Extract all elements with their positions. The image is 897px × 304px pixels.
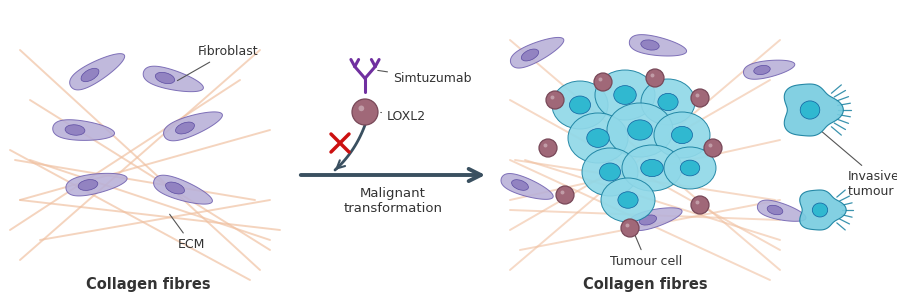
Ellipse shape <box>618 192 638 208</box>
Ellipse shape <box>658 93 678 111</box>
Polygon shape <box>144 66 204 92</box>
Polygon shape <box>70 54 125 90</box>
Text: ECM: ECM <box>170 214 205 251</box>
Polygon shape <box>53 120 115 140</box>
Circle shape <box>691 89 709 107</box>
Ellipse shape <box>641 79 695 125</box>
Ellipse shape <box>81 68 99 82</box>
Ellipse shape <box>511 180 528 190</box>
Ellipse shape <box>78 180 98 190</box>
Ellipse shape <box>813 203 828 217</box>
Circle shape <box>691 196 709 214</box>
Circle shape <box>646 69 664 87</box>
Ellipse shape <box>599 163 621 181</box>
Polygon shape <box>510 37 564 68</box>
Text: Tumour cell: Tumour cell <box>610 230 683 268</box>
Polygon shape <box>784 84 843 136</box>
Ellipse shape <box>552 81 608 129</box>
Circle shape <box>544 143 547 147</box>
Ellipse shape <box>568 113 628 163</box>
Ellipse shape <box>640 159 663 177</box>
Circle shape <box>625 223 630 227</box>
Ellipse shape <box>166 182 185 194</box>
Circle shape <box>598 78 603 81</box>
Ellipse shape <box>587 129 609 147</box>
Circle shape <box>359 105 364 111</box>
Ellipse shape <box>664 147 716 189</box>
Text: Malignant: Malignant <box>360 187 426 200</box>
Ellipse shape <box>654 112 710 158</box>
Polygon shape <box>757 200 806 221</box>
Ellipse shape <box>680 160 700 176</box>
Ellipse shape <box>640 215 657 225</box>
Ellipse shape <box>65 125 85 135</box>
Circle shape <box>352 99 378 125</box>
Circle shape <box>621 219 639 237</box>
Circle shape <box>709 143 712 147</box>
Ellipse shape <box>595 70 655 120</box>
Ellipse shape <box>521 49 539 61</box>
Ellipse shape <box>628 120 652 140</box>
Ellipse shape <box>767 205 783 215</box>
Text: Collagen fibres: Collagen fibres <box>86 277 210 292</box>
Circle shape <box>539 139 557 157</box>
Ellipse shape <box>640 40 659 50</box>
Circle shape <box>556 186 574 204</box>
Text: Fibroblast: Fibroblast <box>178 45 258 81</box>
Circle shape <box>561 191 564 195</box>
Polygon shape <box>800 190 846 230</box>
Ellipse shape <box>753 65 771 74</box>
Ellipse shape <box>176 122 195 134</box>
Polygon shape <box>744 60 795 79</box>
Polygon shape <box>630 35 686 56</box>
Circle shape <box>594 73 612 91</box>
Polygon shape <box>153 175 213 204</box>
Ellipse shape <box>607 103 673 157</box>
Ellipse shape <box>155 72 175 84</box>
Ellipse shape <box>800 101 820 119</box>
Circle shape <box>695 201 700 205</box>
Ellipse shape <box>622 145 682 191</box>
Polygon shape <box>629 208 682 231</box>
Text: Simtuzumab: Simtuzumab <box>378 71 472 85</box>
Text: Collagen fibres: Collagen fibres <box>583 277 708 292</box>
Circle shape <box>650 74 655 78</box>
Polygon shape <box>501 174 553 199</box>
Ellipse shape <box>570 96 590 114</box>
Text: LOXL2: LOXL2 <box>380 110 426 123</box>
Text: Invasive
tumour cell: Invasive tumour cell <box>823 132 897 198</box>
Circle shape <box>551 95 554 99</box>
Polygon shape <box>65 173 127 196</box>
Circle shape <box>695 94 700 98</box>
Ellipse shape <box>614 86 636 104</box>
Polygon shape <box>163 112 222 141</box>
Ellipse shape <box>601 178 655 222</box>
Text: transformation: transformation <box>344 202 442 215</box>
Ellipse shape <box>672 126 692 143</box>
Circle shape <box>546 91 564 109</box>
Ellipse shape <box>582 148 638 196</box>
Circle shape <box>704 139 722 157</box>
